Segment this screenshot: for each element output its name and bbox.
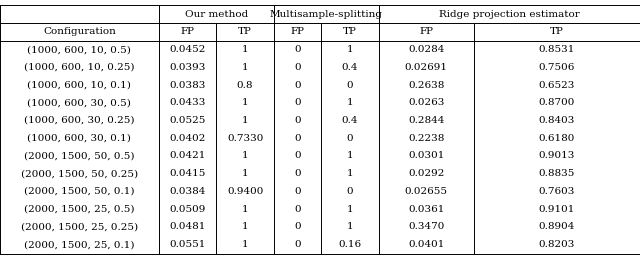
Text: 0.02655: 0.02655 [404,187,448,196]
Text: TP: TP [550,27,564,36]
Text: TP: TP [238,27,252,36]
Text: 0.8203: 0.8203 [539,240,575,249]
Text: 1: 1 [347,98,353,107]
Text: 0: 0 [294,169,301,178]
Text: 0.7603: 0.7603 [539,187,575,196]
Text: (2000, 1500, 25, 0.25): (2000, 1500, 25, 0.25) [20,222,138,232]
Text: 0.0525: 0.0525 [170,116,205,125]
Text: 0.7506: 0.7506 [539,63,575,72]
Text: Configuration: Configuration [43,27,116,36]
Text: 1: 1 [242,98,248,107]
Text: 0.0384: 0.0384 [170,187,205,196]
Text: 0.0402: 0.0402 [170,134,205,143]
Text: (2000, 1500, 50, 0.5): (2000, 1500, 50, 0.5) [24,152,134,161]
Text: 0.0284: 0.0284 [408,45,444,54]
Text: (1000, 600, 10, 0.5): (1000, 600, 10, 0.5) [28,45,131,54]
Text: 0: 0 [294,116,301,125]
Text: 0: 0 [294,134,301,143]
Text: (2000, 1500, 25, 0.5): (2000, 1500, 25, 0.5) [24,205,134,214]
Text: 0: 0 [347,134,353,143]
Text: 0.8904: 0.8904 [539,222,575,232]
Text: 0.2844: 0.2844 [408,116,444,125]
Text: 0.0433: 0.0433 [170,98,205,107]
Text: 0.4: 0.4 [342,63,358,72]
Text: 0.9400: 0.9400 [227,187,263,196]
Text: 0.6180: 0.6180 [539,134,575,143]
Text: 0.0361: 0.0361 [408,205,444,214]
Text: Our method: Our method [185,10,248,19]
Text: 0.8403: 0.8403 [539,116,575,125]
Text: 1: 1 [242,45,248,54]
Text: 1: 1 [242,63,248,72]
Text: (2000, 1500, 50, 0.25): (2000, 1500, 50, 0.25) [20,169,138,178]
Text: Multisample-splitting: Multisample-splitting [270,10,383,19]
Text: 0.16: 0.16 [339,240,362,249]
Text: 1: 1 [347,205,353,214]
Text: 0.0509: 0.0509 [170,205,205,214]
Text: 0.9101: 0.9101 [539,205,575,214]
Text: 0.0481: 0.0481 [170,222,205,232]
Text: 1: 1 [242,205,248,214]
Text: FP: FP [180,27,195,36]
Text: 0.8700: 0.8700 [539,98,575,107]
Text: 0.0421: 0.0421 [170,152,205,161]
Text: (1000, 600, 10, 0.1): (1000, 600, 10, 0.1) [28,81,131,90]
Text: (2000, 1500, 50, 0.1): (2000, 1500, 50, 0.1) [24,187,134,196]
Text: 0: 0 [347,81,353,90]
Text: 0.8: 0.8 [237,81,253,90]
Text: 1: 1 [347,222,353,232]
Text: 0: 0 [347,187,353,196]
Text: 0.0301: 0.0301 [408,152,444,161]
Text: 1: 1 [242,152,248,161]
Text: (1000, 600, 30, 0.5): (1000, 600, 30, 0.5) [28,98,131,107]
Text: 1: 1 [242,240,248,249]
Text: 0.0452: 0.0452 [170,45,205,54]
Text: 0.0415: 0.0415 [170,169,205,178]
Text: (1000, 600, 10, 0.25): (1000, 600, 10, 0.25) [24,63,134,72]
Text: 0.9013: 0.9013 [539,152,575,161]
Text: 0.7330: 0.7330 [227,134,263,143]
Text: 0: 0 [294,205,301,214]
Text: 0.0263: 0.0263 [408,98,444,107]
Text: 0.0393: 0.0393 [170,63,205,72]
Text: 0.2638: 0.2638 [408,81,444,90]
Text: 0: 0 [294,187,301,196]
Text: 0.0292: 0.0292 [408,169,444,178]
Text: 0: 0 [294,152,301,161]
Text: Ridge projection estimator: Ridge projection estimator [439,10,580,19]
Text: 0.3470: 0.3470 [408,222,444,232]
Text: 0: 0 [294,45,301,54]
Text: (1000, 600, 30, 0.1): (1000, 600, 30, 0.1) [28,134,131,143]
Text: 0.2238: 0.2238 [408,134,444,143]
Text: FP: FP [419,27,433,36]
Text: 0: 0 [294,98,301,107]
Text: 1: 1 [242,116,248,125]
Text: 1: 1 [242,222,248,232]
Text: 0.4: 0.4 [342,116,358,125]
Text: 0.6523: 0.6523 [539,81,575,90]
Text: 1: 1 [347,45,353,54]
Text: 1: 1 [347,152,353,161]
Text: FP: FP [291,27,305,36]
Text: 1: 1 [347,169,353,178]
Text: 0.02691: 0.02691 [404,63,448,72]
Text: (1000, 600, 30, 0.25): (1000, 600, 30, 0.25) [24,116,134,125]
Text: (2000, 1500, 25, 0.1): (2000, 1500, 25, 0.1) [24,240,134,249]
Text: 1: 1 [242,169,248,178]
Text: 0.8531: 0.8531 [539,45,575,54]
Text: 0: 0 [294,63,301,72]
Text: 0.0401: 0.0401 [408,240,444,249]
Text: TP: TP [343,27,357,36]
Text: 0.0383: 0.0383 [170,81,205,90]
Text: 0: 0 [294,81,301,90]
Text: 0.0551: 0.0551 [170,240,205,249]
Text: 0.8835: 0.8835 [539,169,575,178]
Text: 0: 0 [294,240,301,249]
Text: 0: 0 [294,222,301,232]
